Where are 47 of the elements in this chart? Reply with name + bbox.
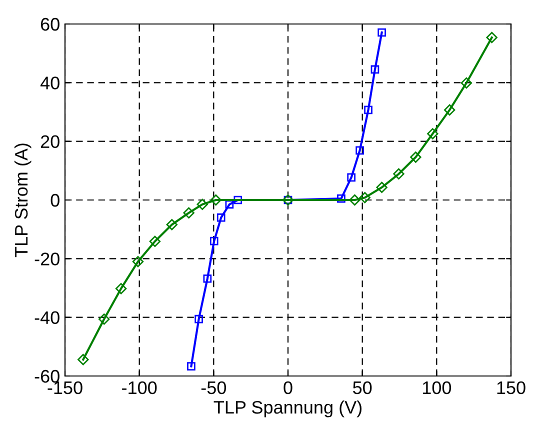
point: [486, 32, 498, 44]
point: [183, 207, 194, 219]
point: [210, 194, 222, 206]
point: [196, 198, 208, 210]
point: [132, 256, 144, 268]
point: [444, 104, 456, 116]
point: [370, 65, 380, 74]
point: [115, 282, 127, 294]
y-axis-title: TLP Strom (A): [14, 144, 32, 258]
x-axis-title: TLP Spannung (V): [214, 400, 362, 418]
point: [337, 194, 346, 203]
point: [347, 173, 356, 182]
point: [187, 362, 196, 370]
y-tick-label: 60: [40, 18, 60, 31]
point: [210, 236, 218, 246]
point: [149, 236, 161, 247]
y-tick-label: 20: [40, 135, 60, 148]
y-tick-label: 40: [40, 76, 60, 90]
point: [359, 192, 370, 204]
x-tick-label: -50: [201, 381, 226, 394]
point: [356, 146, 364, 155]
point: [194, 314, 203, 324]
point: [216, 213, 226, 222]
point: [460, 77, 472, 89]
point: [364, 106, 372, 114]
point: [203, 274, 212, 283]
x-tick-label: 50: [353, 381, 372, 394]
point: [378, 28, 386, 37]
point: [376, 182, 388, 193]
y-tick-label: -20: [34, 252, 60, 266]
point: [349, 194, 360, 206]
x-tick-label: -150: [48, 381, 82, 394]
point: [98, 313, 110, 325]
y-tick-label: -60: [34, 370, 60, 383]
point: [410, 152, 422, 163]
point: [234, 196, 242, 204]
x-tick-label: -100: [122, 381, 157, 394]
point: [427, 128, 438, 140]
x-tick-label: 100: [422, 381, 452, 394]
point: [393, 168, 404, 180]
point: [225, 200, 234, 209]
x-tick-label: 0: [284, 381, 292, 394]
point: [166, 219, 178, 230]
x-tick-label: 150: [497, 381, 526, 394]
point: [78, 354, 89, 366]
y-tick-label: 0: [50, 194, 60, 207]
y-tick-label: -40: [34, 311, 60, 324]
